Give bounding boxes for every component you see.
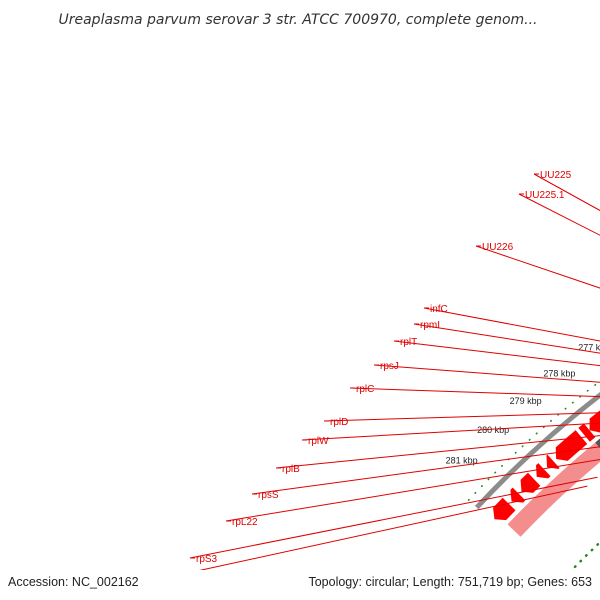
gene-callout-line xyxy=(475,245,600,289)
tick-label: 278 kbp xyxy=(543,369,575,379)
gene-callout-line xyxy=(518,193,600,236)
forward-gene-arrow-21 xyxy=(510,487,526,503)
accession-label: Accession: NC_002162 xyxy=(8,575,139,589)
gene-label-UU225: UU225 xyxy=(540,170,572,181)
gene-callout-line xyxy=(323,412,600,422)
forward-gene-arrow-22 xyxy=(493,497,516,521)
inner-gene-block-7 xyxy=(595,438,600,449)
gene-label-rplC: rplC xyxy=(356,384,374,395)
gene-label-infC: infC xyxy=(430,304,448,315)
tick-label: 277 kbp xyxy=(578,343,600,353)
gene-callout-line xyxy=(189,476,598,559)
tick-label: 281 kbp xyxy=(446,455,478,465)
gene-label-UU225.1: UU225.1 xyxy=(525,190,565,201)
gene-label-rplD: rplD xyxy=(330,417,348,428)
forward-gene-arrow-19 xyxy=(535,463,551,479)
tick-label: 279 kbp xyxy=(510,396,542,406)
gene-callout-line xyxy=(275,435,600,469)
footer-bar xyxy=(0,570,600,600)
gene-callout-line xyxy=(251,446,600,495)
backbone-highlight xyxy=(479,399,600,511)
backbone-ring xyxy=(474,392,600,510)
gene-label-rpsS: rpsS xyxy=(258,490,279,501)
map-title: Ureaplasma parvum serovar 3 str. ATCC 70… xyxy=(58,12,537,28)
gene-label-rplB: rplB xyxy=(282,464,300,475)
forward-gene-arrow-15 xyxy=(589,410,600,433)
gene-callout-line xyxy=(393,340,600,367)
gene-callout-line xyxy=(301,422,600,441)
gene-callout-line xyxy=(373,364,600,383)
gene-callout-line xyxy=(423,307,600,342)
gene-callout-line xyxy=(173,485,588,577)
gene-callout-line xyxy=(225,458,600,522)
gene-callout-line xyxy=(533,173,600,212)
gene-label-rpsJ: rpsJ xyxy=(380,361,399,372)
tick-label: 280 kbp xyxy=(477,425,509,435)
gene-label-rpL22: rpL22 xyxy=(232,517,258,528)
genome-summary: Topology: circular; Length: 751,719 bp; … xyxy=(308,575,592,589)
inner-gene-block-9 xyxy=(507,481,564,537)
gene-label-rplT: rplT xyxy=(400,337,417,348)
track-layer xyxy=(467,380,600,586)
label-layer: 271 kbp272 kbp273 kbp274 kbp275 kbp276 k… xyxy=(173,170,600,583)
gene-label-UU226: UU226 xyxy=(482,242,514,253)
gene-label-rpS3: rpS3 xyxy=(196,554,218,565)
gene-label-rpmI: rpmI xyxy=(420,320,440,331)
gene-label-rplW: rplW xyxy=(308,436,329,447)
forward-gene-arrow-20 xyxy=(520,472,541,493)
inner-gene-block-8 xyxy=(550,442,600,495)
gene-callout-line xyxy=(349,387,600,398)
forward-gene-arrow-18 xyxy=(546,454,560,469)
forward-gene-arrow-16 xyxy=(578,423,596,442)
gene-callout-line xyxy=(413,323,600,354)
